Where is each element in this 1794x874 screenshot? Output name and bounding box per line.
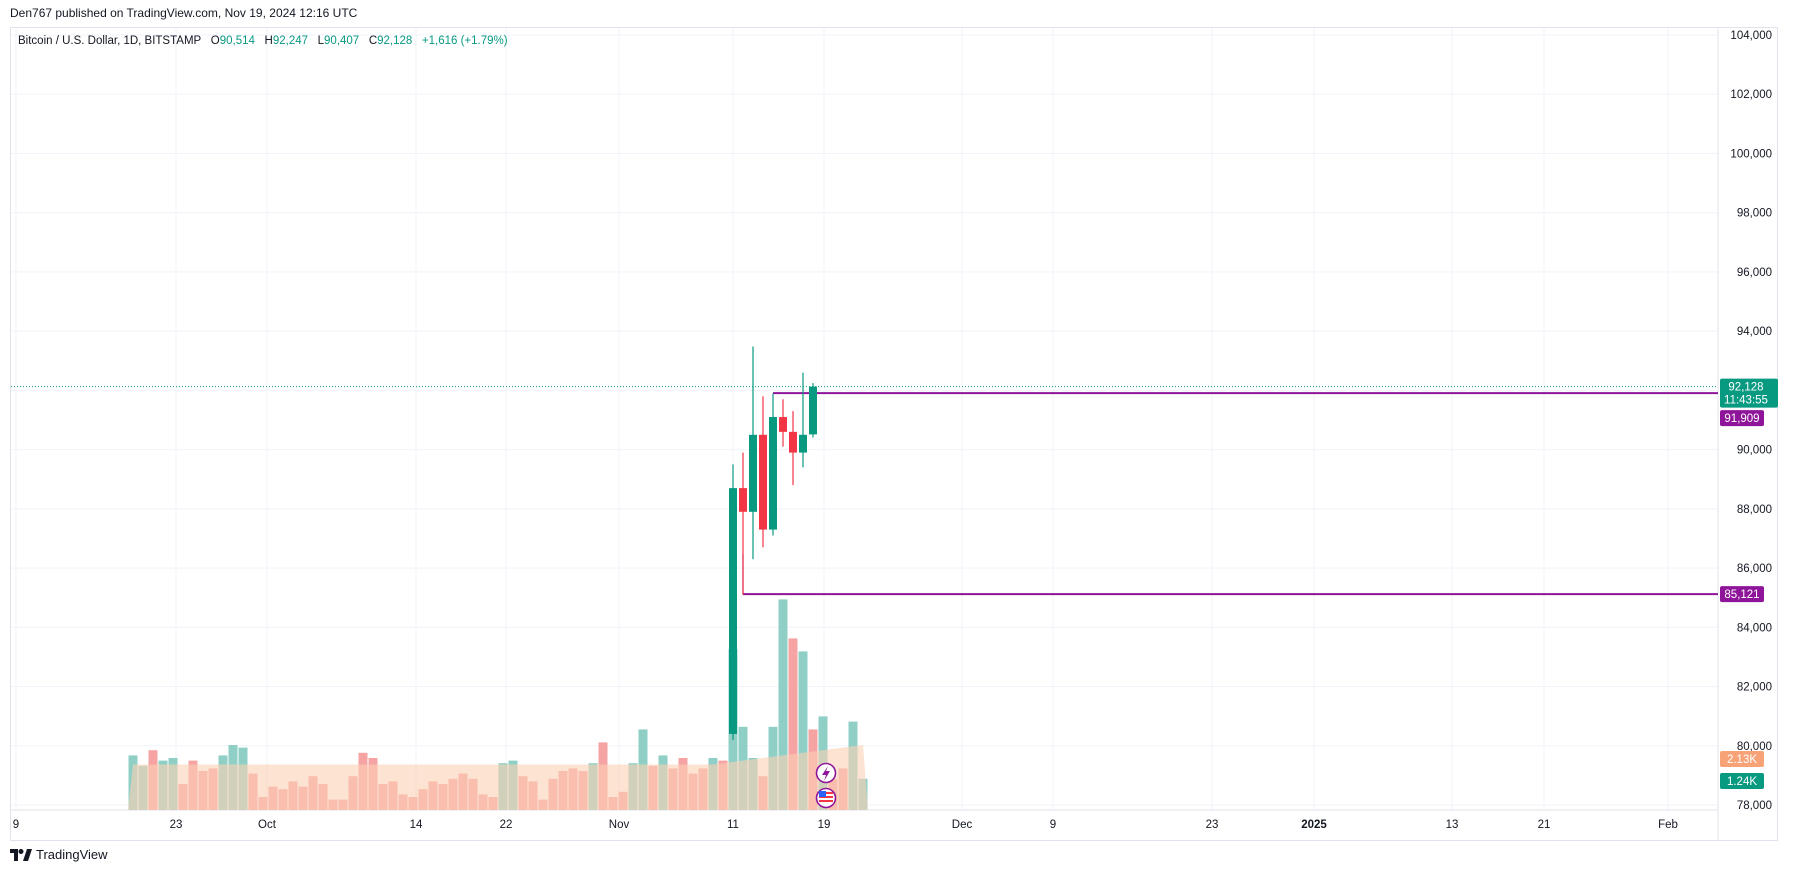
time-tick-label: 19 — [818, 819, 831, 831]
time-tick-label: 23 — [170, 819, 183, 831]
price-tick-label: 82,000 — [1737, 682, 1772, 694]
candle-body — [739, 488, 747, 512]
price-tick-label: 102,000 — [1730, 89, 1772, 101]
symbol-legend: Bitcoin / U.S. Dollar, 1D, BITSTAMP O90,… — [18, 35, 508, 47]
price-tick-label: 86,000 — [1737, 563, 1772, 575]
grid-lines — [11, 28, 1719, 840]
candle-body — [729, 488, 737, 734]
symbol-name: Bitcoin / U.S. Dollar, 1D, BITSTAMP — [18, 35, 202, 47]
time-tick-label: 2025 — [1301, 819, 1327, 831]
low-value: 90,407 — [324, 35, 360, 47]
countdown-label: 11:43:55 — [1724, 395, 1768, 407]
level-price-tag — [1720, 410, 1764, 427]
open-label: O — [210, 35, 220, 47]
time-tick-label: 21 — [1538, 819, 1551, 831]
time-tick-label: 9 — [1050, 819, 1056, 831]
price-tick-label: 104,000 — [1730, 30, 1772, 42]
time-tick-label: 22 — [500, 819, 513, 831]
event-icons — [815, 762, 837, 809]
price-axis: 104,000 102,000 100,000 98,000 96,000 94,000 9… — [1730, 30, 1772, 812]
tradingview-logo-text: TradingView — [36, 847, 108, 862]
close-value: 92,128 — [377, 35, 413, 47]
time-tick-label: 11 — [727, 819, 739, 831]
current-price-tag — [1720, 378, 1778, 408]
time-tick-label: 14 — [410, 819, 423, 831]
time-tick-label: 13 — [1446, 819, 1459, 831]
volume-tag — [1720, 773, 1764, 789]
published-caption: Den767 published on TradingView.com, Nov… — [10, 6, 358, 20]
flash-event-icon[interactable] — [815, 762, 837, 784]
volume-ma-area-shape — [128, 745, 868, 810]
volume-tag-label: 2.13K — [1727, 754, 1757, 766]
close-label: C — [368, 35, 378, 47]
price-tick-label: 98,000 — [1737, 208, 1772, 220]
time-tick-label: Nov — [609, 819, 630, 831]
level-price-tag-label: 85,121 — [1724, 589, 1759, 601]
current-price-tag-label: 92,128 — [1728, 382, 1763, 394]
price-tick-label: 100,000 — [1730, 148, 1772, 160]
time-tick-label: Feb — [1658, 819, 1678, 831]
time-tick-label: 23 — [1206, 819, 1219, 831]
time-tick-label: Oct — [258, 819, 277, 831]
volume-ma-area — [128, 745, 868, 810]
open-value: 90,514 — [219, 35, 255, 47]
price-tick-label: 80,000 — [1737, 741, 1772, 753]
volume-tag-label: 1.24K — [1727, 776, 1757, 788]
candlesticks — [729, 346, 817, 740]
candle-body — [799, 434, 807, 453]
price-tick-label: 88,000 — [1737, 504, 1772, 516]
us-flag-event-icon[interactable] — [815, 787, 837, 809]
high-label: H — [264, 35, 273, 47]
tradingview-logo-icon — [10, 848, 32, 861]
candle-body — [749, 434, 757, 512]
candle-body — [789, 431, 797, 453]
low-label: L — [317, 35, 325, 47]
chart-frame — [10, 27, 1778, 841]
price-tick-label: 84,000 — [1737, 622, 1772, 634]
volume-bar — [798, 651, 808, 810]
time-axis: 9 23 Oct 14 22 Nov 11 19 Dec 9 23 2025 13 21 Feb — [13, 819, 1678, 831]
price-tick-label: 96,000 — [1737, 267, 1772, 279]
level-price-tag — [1720, 586, 1764, 603]
tradingview-logo[interactable]: TradingView — [10, 847, 108, 862]
candle-body — [779, 417, 787, 432]
price-tick-label: 78,000 — [1737, 800, 1772, 812]
candle-body — [759, 434, 767, 530]
level-price-tag-label: 91,909 — [1724, 413, 1759, 425]
candle-body — [769, 417, 777, 530]
price-tick-label: 90,000 — [1737, 445, 1772, 457]
candle-body — [809, 386, 817, 435]
volume-tag — [1720, 751, 1764, 767]
change-value: +1,616 (+1.79%) — [421, 35, 508, 47]
volume-bar — [778, 599, 788, 810]
high-value: 92,247 — [272, 35, 309, 47]
volume-bar — [788, 638, 798, 810]
time-tick-label: Dec — [952, 819, 973, 831]
time-tick-label: 9 — [13, 819, 19, 831]
price-tick-label: 94,000 — [1737, 326, 1772, 338]
